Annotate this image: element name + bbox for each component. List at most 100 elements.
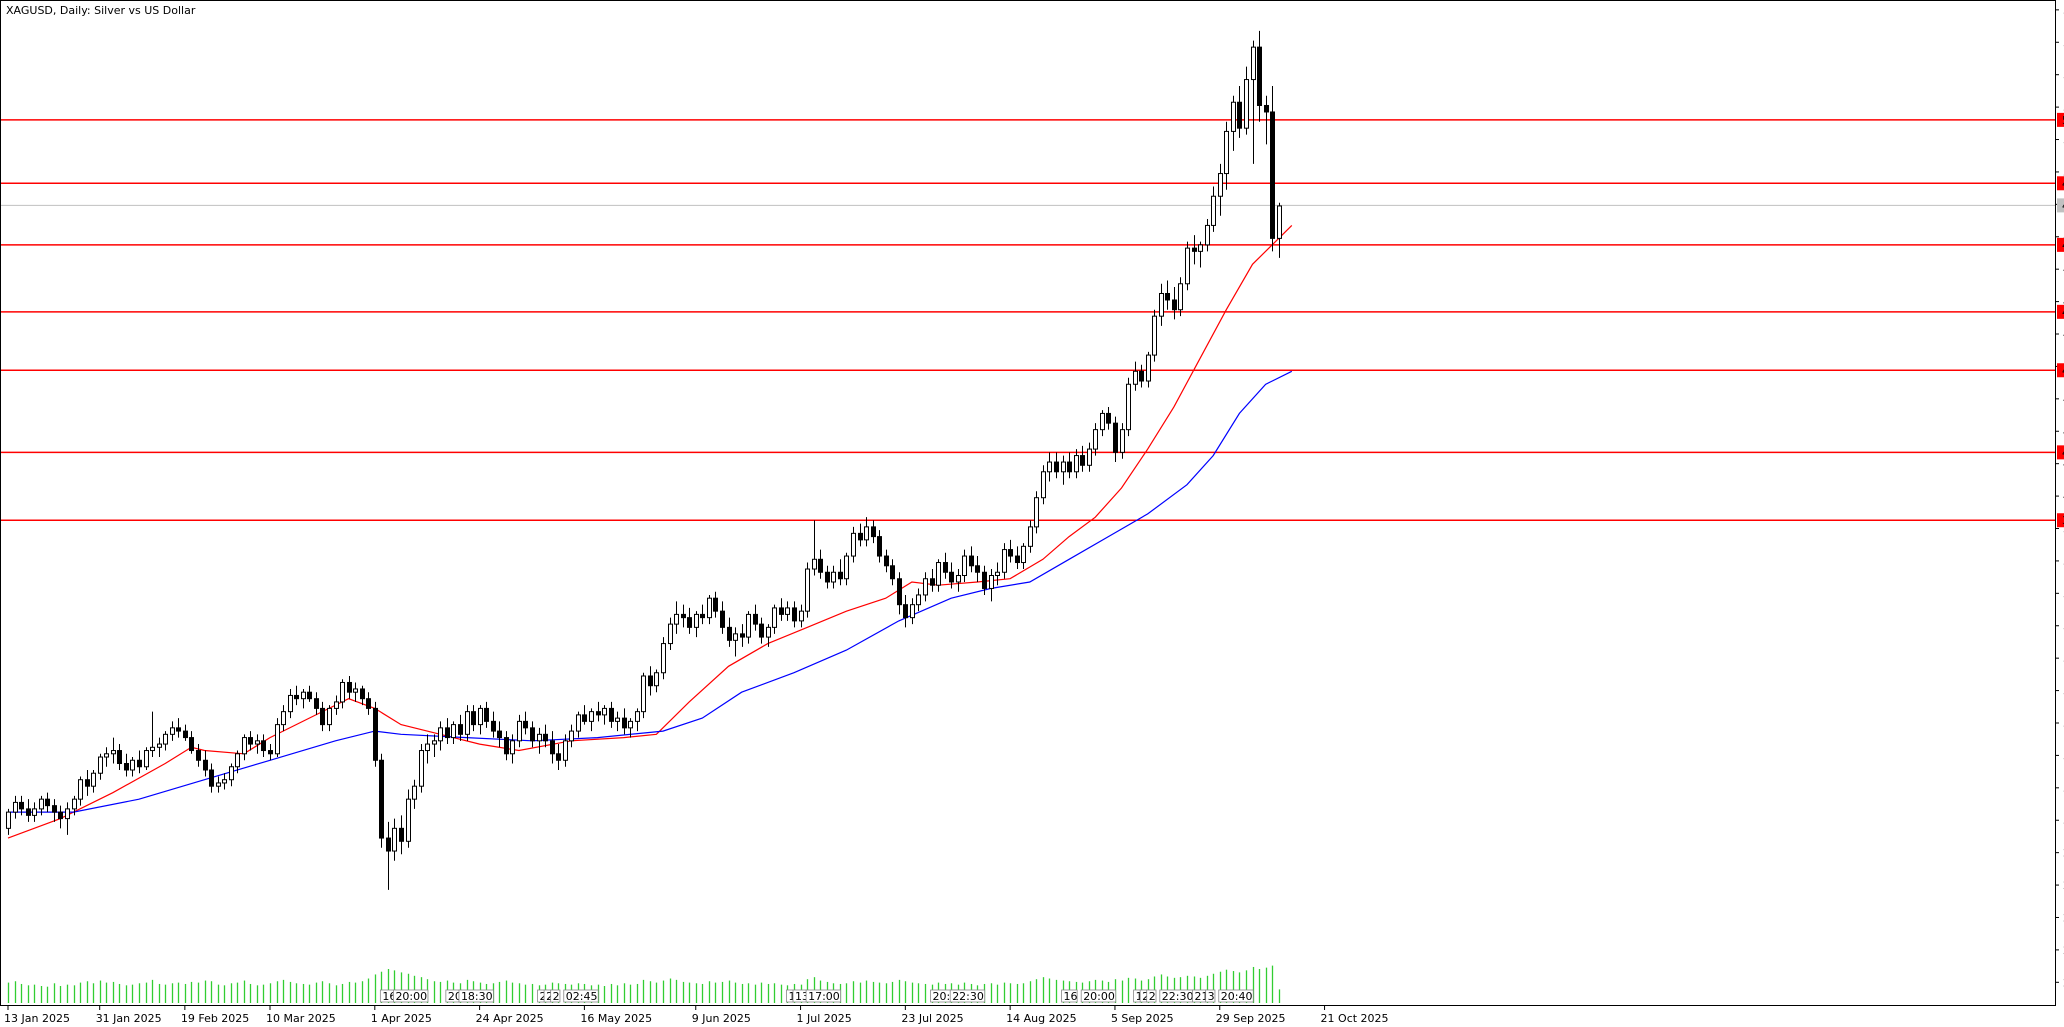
- candlesticks: [6, 30, 1282, 890]
- candle-bear: [890, 565, 895, 580]
- session-marker-label: 20:40: [1221, 990, 1253, 1003]
- x-tick-label: 24 Apr 2025: [476, 1012, 544, 1025]
- candle-bear: [189, 737, 194, 752]
- candle-bull: [1047, 461, 1052, 473]
- x-tick-label: 1 Jul 2025: [797, 1012, 852, 1025]
- candle-bear: [1015, 555, 1020, 564]
- candle-bull: [1198, 244, 1203, 252]
- candle-bull: [916, 594, 921, 606]
- session-marker-box: [1146, 989, 1157, 1003]
- candle-bull: [641, 675, 646, 713]
- candle-bear: [818, 558, 823, 573]
- candle-bull: [65, 808, 70, 820]
- session-marker-box: [1080, 989, 1117, 1003]
- session-marker-label: 2: [546, 990, 553, 1003]
- candle-bear: [648, 675, 653, 687]
- candle-bear: [379, 759, 384, 839]
- candle-bear: [550, 740, 555, 755]
- candle-bull: [222, 779, 227, 784]
- candle-bear: [543, 733, 548, 742]
- candle-bear: [1165, 292, 1170, 301]
- session-marker-label: 1: [1136, 990, 1143, 1003]
- candle-bull: [766, 626, 771, 638]
- candle-bull: [412, 785, 417, 800]
- candle-bear: [596, 711, 601, 716]
- candle-bull: [1093, 429, 1098, 450]
- session-marker-box: [458, 989, 494, 1003]
- candle-bull: [962, 555, 967, 577]
- candle-bull: [438, 727, 443, 742]
- candle-bear: [582, 714, 587, 722]
- candle-bull: [1074, 455, 1079, 473]
- candle-bull: [910, 604, 915, 619]
- candle-bull: [602, 707, 607, 716]
- candle-bear: [360, 688, 365, 700]
- x-tick-label: 14 Aug 2025: [1006, 1012, 1076, 1025]
- candle-bull: [517, 720, 522, 742]
- candle-bull: [78, 779, 83, 800]
- candle-bull: [327, 707, 332, 726]
- candle-bear: [314, 698, 319, 709]
- session-marker-box: [949, 989, 986, 1003]
- candle-bear: [858, 532, 863, 541]
- candle-bear: [930, 578, 935, 586]
- candle-bear: [838, 571, 843, 580]
- candle-bull: [1224, 130, 1229, 175]
- candle-bear: [556, 753, 561, 761]
- candle-bear: [445, 727, 450, 739]
- candle-bull: [537, 733, 542, 742]
- x-tick-label: 19 Feb 2025: [181, 1012, 249, 1025]
- session-marker-label: 20: [448, 990, 462, 1003]
- candle-bull: [1087, 448, 1092, 466]
- session-marker-label: 21: [1195, 990, 1209, 1003]
- candle-bear: [484, 707, 489, 722]
- x-tick-label: 23 Jul 2025: [901, 1012, 963, 1025]
- candle-bear: [753, 613, 758, 625]
- candle-bull: [1021, 545, 1026, 564]
- candle-bear: [982, 571, 987, 589]
- candle-bear: [183, 730, 188, 739]
- plot-frame: [0, 0, 2056, 1006]
- candle-bear: [884, 555, 889, 567]
- candle-bull: [563, 740, 568, 761]
- candle-bull: [425, 743, 430, 752]
- candle-bull: [654, 672, 659, 687]
- candle-bull: [510, 740, 515, 755]
- candle-bull: [1231, 101, 1236, 132]
- sma_slow-line: [8, 370, 1293, 813]
- session-marker-label: 3: [1208, 990, 1215, 1003]
- candle-bear: [347, 681, 352, 693]
- candle-bear: [399, 827, 404, 842]
- candle-bull: [235, 753, 240, 768]
- candle-bull: [32, 808, 37, 816]
- level-label: 44.132: [2062, 364, 2064, 377]
- candle-bull: [844, 555, 849, 580]
- candle-bull: [419, 750, 424, 787]
- level-label-bg: [2057, 445, 2064, 460]
- candle-bear: [1080, 455, 1085, 466]
- candle-bear: [792, 607, 797, 622]
- candle-bull: [406, 798, 411, 842]
- level-label: 39.505: [2062, 514, 2064, 527]
- candle-bear: [497, 730, 502, 739]
- moving-averages: [7, 224, 1293, 839]
- candle-bull: [936, 562, 941, 586]
- price-levels: [1, 119, 2055, 521]
- level-label: 51.856: [2062, 114, 2064, 127]
- candle-bull: [478, 707, 483, 726]
- session-marker-label: 1: [788, 990, 795, 1003]
- candle-bull: [275, 724, 280, 755]
- candle-bull: [1152, 315, 1157, 356]
- candle-bull: [72, 798, 77, 810]
- candle-bull: [1211, 195, 1216, 226]
- session-marker-label: 2: [540, 990, 547, 1003]
- session-marker-label: 2: [553, 990, 560, 1003]
- candle-bull: [163, 733, 168, 745]
- candle-bull: [353, 688, 358, 693]
- x-tick-label: 31 Jan 2025: [96, 1012, 162, 1025]
- candle-bull: [1120, 429, 1125, 453]
- candle-bear: [903, 604, 908, 619]
- candle-bull: [301, 691, 306, 700]
- level-label: 45.934: [2062, 306, 2064, 319]
